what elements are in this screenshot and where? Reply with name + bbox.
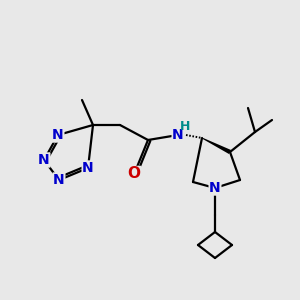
Text: N: N [52, 128, 64, 142]
Text: N: N [209, 181, 221, 195]
Text: O: O [128, 167, 140, 182]
Text: N: N [82, 161, 94, 175]
Text: N: N [38, 153, 50, 167]
Text: N: N [172, 128, 184, 142]
Polygon shape [202, 138, 231, 154]
Text: N: N [53, 173, 65, 187]
Text: H: H [180, 119, 190, 133]
